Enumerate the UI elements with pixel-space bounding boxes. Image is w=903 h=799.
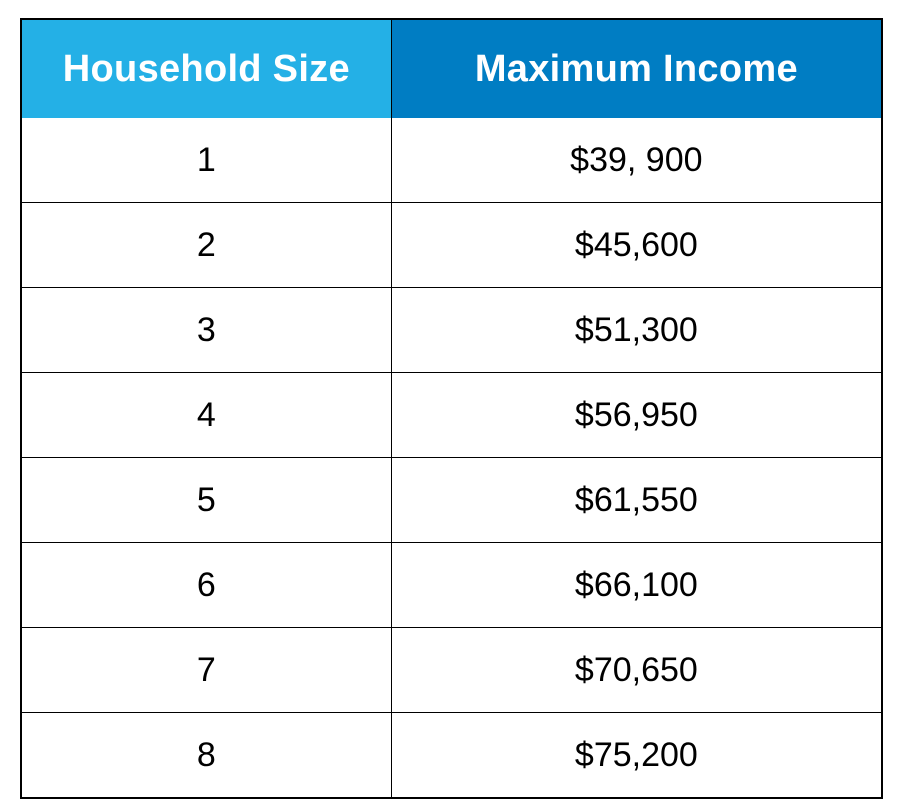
cell-household-size: 6 — [21, 543, 391, 628]
table-row: 1 $39, 900 — [21, 118, 882, 203]
cell-household-size: 2 — [21, 203, 391, 288]
cell-maximum-income: $75,200 — [391, 713, 882, 799]
cell-household-size: 3 — [21, 288, 391, 373]
cell-household-size: 5 — [21, 458, 391, 543]
col-header-household-size: Household Size — [21, 19, 391, 118]
cell-household-size: 7 — [21, 628, 391, 713]
cell-maximum-income: $45,600 — [391, 203, 882, 288]
income-limits-table: Household Size Maximum Income 1 $39, 900… — [20, 18, 883, 799]
cell-maximum-income: $66,100 — [391, 543, 882, 628]
table-row: 6 $66,100 — [21, 543, 882, 628]
cell-maximum-income: $70,650 — [391, 628, 882, 713]
table-row: 3 $51,300 — [21, 288, 882, 373]
table-row: 5 $61,550 — [21, 458, 882, 543]
cell-household-size: 1 — [21, 118, 391, 203]
cell-maximum-income: $51,300 — [391, 288, 882, 373]
table-row: 8 $75,200 — [21, 713, 882, 799]
cell-household-size: 4 — [21, 373, 391, 458]
table-row: 7 $70,650 — [21, 628, 882, 713]
col-header-maximum-income: Maximum Income — [391, 19, 882, 118]
cell-household-size: 8 — [21, 713, 391, 799]
table-header-row: Household Size Maximum Income — [21, 19, 882, 118]
cell-maximum-income: $39, 900 — [391, 118, 882, 203]
table-row: 2 $45,600 — [21, 203, 882, 288]
cell-maximum-income: $56,950 — [391, 373, 882, 458]
table-row: 4 $56,950 — [21, 373, 882, 458]
cell-maximum-income: $61,550 — [391, 458, 882, 543]
